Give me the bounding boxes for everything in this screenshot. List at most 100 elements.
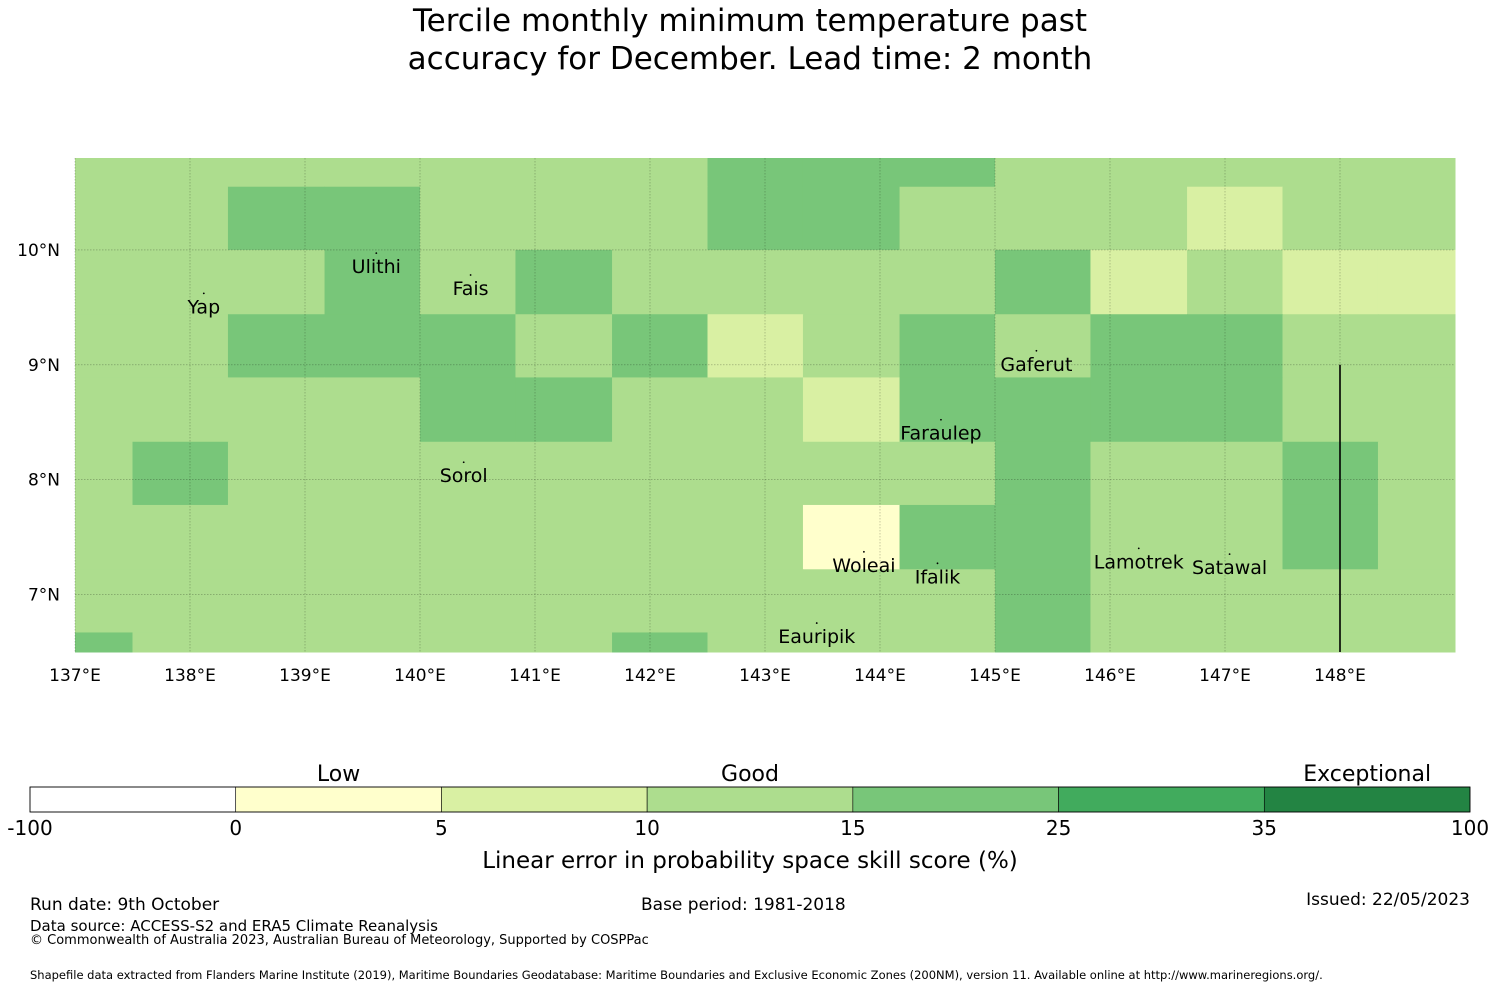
place-label: Ulithi: [352, 256, 401, 278]
grid-cell: [75, 249, 133, 315]
island-marker: [863, 550, 865, 553]
latitude-label: 9°N: [28, 356, 60, 376]
grid-cell: [707, 314, 804, 378]
grid-cell: [75, 441, 133, 506]
longitude-label: 139°E: [279, 666, 331, 686]
place-label: Faraulep: [900, 423, 981, 445]
colorbar-segment: [852, 786, 1059, 813]
grid-cell: [1282, 632, 1379, 653]
grid-cell: [612, 186, 708, 251]
grid-cell: [707, 158, 804, 188]
grid-cell: [1377, 314, 1456, 378]
grid-cell: [612, 569, 708, 633]
island-marker: [462, 461, 465, 464]
grid-cell: [75, 186, 133, 251]
grid-cell: [227, 314, 326, 378]
grid-cell: [707, 377, 804, 443]
grid-cell: [1187, 569, 1283, 633]
place-label: Fais: [453, 278, 489, 300]
grid-cell: [899, 249, 996, 315]
grid-cell: [802, 441, 901, 506]
grid-cell: [1282, 314, 1379, 378]
colorbar-tick-label: -100: [7, 816, 52, 840]
grid-cell: [515, 441, 613, 506]
grid-cell: [1187, 249, 1283, 315]
grid-cell: [420, 441, 516, 506]
colorbar-tick-label: 35: [1252, 816, 1277, 840]
colorbar-segment: [235, 786, 442, 813]
grid-cell: [515, 504, 613, 570]
colorbar-segment: [441, 786, 648, 813]
grid-cell: [802, 158, 901, 188]
island-marker: [940, 418, 942, 421]
grid-cell: [995, 569, 1091, 633]
grid-cell: [1377, 569, 1456, 633]
grid-cell: [227, 377, 326, 443]
grid-cell: [1377, 441, 1456, 506]
grid-cell: [1187, 504, 1283, 570]
grid-cell: [1187, 158, 1283, 188]
island-marker: [1035, 349, 1038, 352]
grid-cell: [899, 441, 996, 506]
grid-cell: [132, 158, 229, 188]
latitude-label: 7°N: [28, 586, 60, 606]
grid-cell: [802, 632, 901, 653]
longitude-label: 144°E: [854, 666, 906, 686]
latitude-labels: 10°N 9°N 8°N 7°N: [17, 241, 60, 606]
colorbar-frame: [29, 786, 1471, 813]
grid-cell: [515, 377, 613, 443]
grid-cell: [707, 186, 804, 251]
longitude-labels: 137°E 138°E 139°E 140°E 141°E 142°E 143°E 144°E…: [49, 666, 1366, 686]
grid-cell: [1377, 632, 1456, 653]
grid-cell: [75, 158, 133, 188]
grid-cell: [227, 249, 326, 315]
colorbar-category-label: Good: [721, 762, 779, 787]
grid-cell: [899, 569, 996, 633]
grid-cell: [1090, 377, 1188, 443]
grid-cell: [1090, 504, 1188, 570]
longitude-label: 142°E: [624, 666, 676, 686]
longitude-label: 146°E: [1084, 666, 1136, 686]
grid-cell: [612, 158, 708, 188]
grid-cell: [1187, 186, 1283, 251]
grid-cell: [707, 632, 804, 653]
island-marker: [1137, 547, 1140, 550]
grid-cell: [227, 186, 326, 251]
grid-cell: [612, 314, 708, 378]
place-label: Ifalik: [915, 566, 961, 588]
run-date: Run date: 9th October: [30, 895, 220, 915]
grid-cell: [1090, 632, 1188, 653]
grid-cell: [515, 569, 613, 633]
colorbar-segment: [29, 786, 237, 813]
grid-cell: [420, 186, 516, 251]
grid-cell: [612, 632, 708, 653]
grid-cell: [75, 569, 133, 633]
longitude-label: 143°E: [739, 666, 791, 686]
latitude-label: 8°N: [28, 471, 60, 491]
grid-cell: [75, 632, 133, 653]
grid-cell: [1090, 441, 1188, 506]
grid-cell: [802, 249, 901, 315]
grid-cell: [132, 569, 229, 633]
grid-cell: [899, 377, 996, 443]
grid-cell: [612, 377, 708, 443]
grid-cell: [1377, 504, 1456, 570]
grid-cell: [227, 569, 326, 633]
place-label: Lamotrek: [1094, 551, 1184, 573]
grid-cell: [324, 632, 421, 653]
colorbar-tick-label: 100: [1451, 816, 1489, 840]
grid-cell: [227, 632, 326, 653]
base-period: Base period: 1981-2018: [641, 895, 846, 915]
grid-cell: [420, 632, 516, 653]
copyright-notice: © Commonwealth of Australia 2023, Austra…: [30, 933, 649, 948]
grid-cell: [324, 441, 421, 506]
grid-cell: [420, 158, 516, 188]
grid-cell: [802, 186, 901, 251]
grid-cell: [75, 314, 133, 378]
title-line-1: Tercile monthly minimum temperature past: [412, 3, 1088, 39]
grid-cell: [707, 249, 804, 315]
grid-cell: [420, 569, 516, 633]
island-marker: [469, 274, 472, 276]
grid-cell: [707, 504, 804, 570]
grid-cell: [324, 158, 421, 188]
